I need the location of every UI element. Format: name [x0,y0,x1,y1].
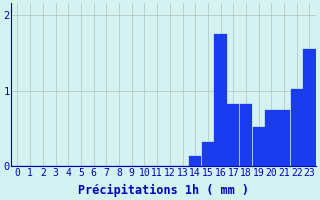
Bar [189,156,201,166]
Bar [252,127,265,166]
Bar [240,104,252,166]
X-axis label: Précipitations 1h ( mm ): Précipitations 1h ( mm ) [78,183,249,197]
Bar [278,110,290,166]
Bar [303,49,316,166]
Bar [202,142,214,166]
Bar [291,89,303,166]
Bar [265,110,277,166]
Bar [214,34,227,166]
Bar [227,104,239,166]
